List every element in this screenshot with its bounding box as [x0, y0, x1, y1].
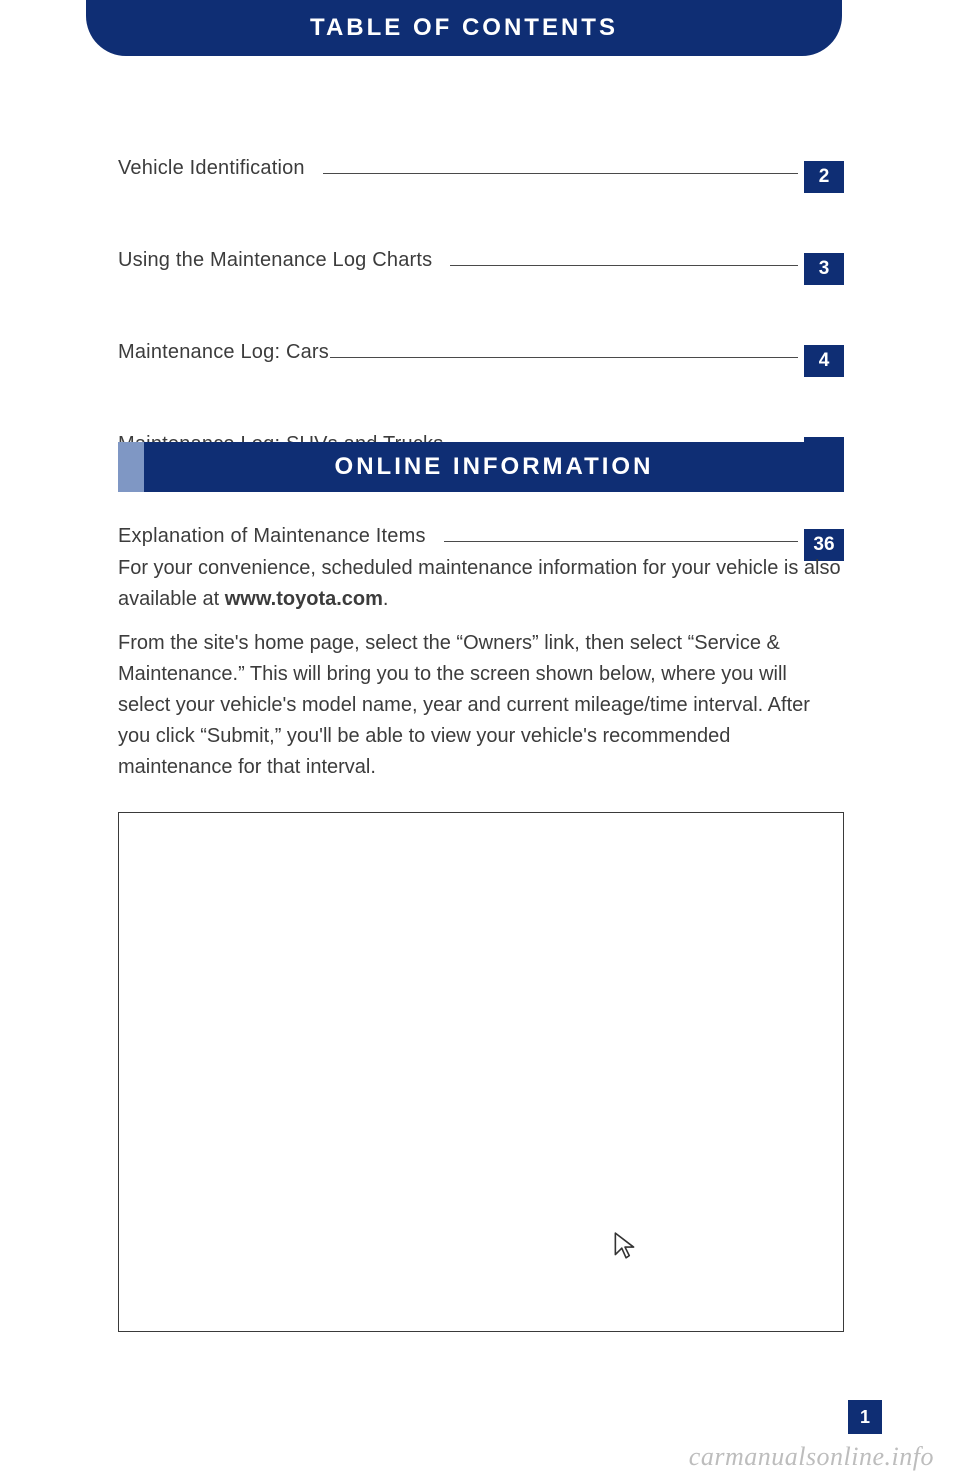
page: TABLE OF CONTENTS Vehicle Identification… — [0, 0, 960, 1484]
toc-leader — [444, 541, 798, 542]
t2: OF — [413, 14, 462, 41]
p1-url: www.toyota.com — [225, 588, 383, 610]
page-number-badge: 1 — [848, 1400, 882, 1434]
toc-row[interactable]: Maintenance Log: Cars 4 — [118, 341, 844, 387]
toc-label: Explanation of Maintenance Items — [118, 525, 426, 548]
section-title: ONLINE INFORMATION — [335, 453, 654, 481]
toc-label: Maintenance Log: Cars — [118, 341, 329, 364]
cursor-icon — [612, 1231, 638, 1261]
screenshot-placeholder — [118, 812, 844, 1332]
toc-page-badge: 2 — [804, 161, 844, 193]
header-title: TABLE OF CONTENTS — [310, 14, 618, 42]
toc-label: Vehicle Identification — [118, 157, 305, 180]
toc-page-badge: 4 — [804, 345, 844, 377]
toc-leader — [323, 173, 798, 174]
paragraph-1: For your convenience, scheduled maintena… — [118, 553, 844, 615]
toc-row[interactable]: Using the Maintenance Log Charts 3 — [118, 249, 844, 295]
p1c: . — [383, 588, 389, 610]
paragraph-2: From the site's home page, select the “O… — [118, 628, 844, 783]
toc-page-badge: 3 — [804, 253, 844, 285]
toc: Vehicle Identification 2 Using the Maint… — [118, 157, 844, 387]
header-tab: TABLE OF CONTENTS — [86, 0, 842, 56]
toc-label: Using the Maintenance Log Charts — [118, 249, 432, 272]
watermark: carmanualsonline.info — [689, 1442, 934, 1472]
toc-row[interactable]: Vehicle Identification 2 — [118, 157, 844, 203]
toc-leader — [450, 265, 798, 266]
t1: ABLE — [326, 14, 413, 41]
section-bar: ONLINE INFORMATION — [118, 442, 844, 492]
toc-leader — [330, 357, 798, 358]
t3: ONTENTS — [482, 14, 618, 41]
